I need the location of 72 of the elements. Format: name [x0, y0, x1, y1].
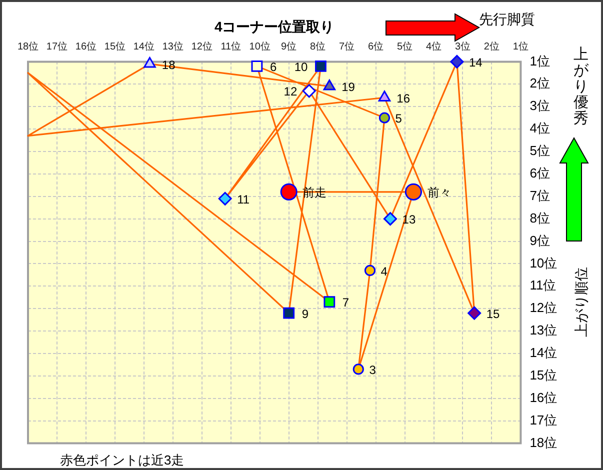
- x-tick-label: 15位: [104, 40, 126, 52]
- x-tick-label: 14位: [133, 40, 154, 52]
- text: 赤色ポイントは近3走: [60, 452, 184, 468]
- y-tick-label: 8位: [530, 210, 550, 226]
- point: [468, 306, 482, 320]
- y-tick-label: 2位: [530, 76, 550, 91]
- chart-title: 4コーナー位置取り: [214, 18, 334, 35]
- point: [364, 264, 376, 276]
- series-label: 9: [302, 306, 309, 321]
- text: 上がり優秀: [572, 46, 590, 127]
- y-tick-label: 16位: [530, 390, 558, 405]
- y-tick-label: 1位: [530, 53, 550, 68]
- x-tick-label: 7位: [339, 40, 355, 52]
- text: 先行脚質: [479, 11, 535, 27]
- y-tick-label: 11位: [530, 278, 556, 293]
- point: [302, 84, 316, 98]
- series-label: 10: [294, 60, 308, 74]
- point: [251, 60, 263, 72]
- y-tick-label: 12位: [530, 300, 558, 316]
- x-tick-label: 11位: [220, 40, 242, 52]
- point: [324, 296, 336, 308]
- point: [218, 192, 232, 206]
- x-tick-label: 16位: [75, 40, 97, 52]
- point: [323, 79, 336, 90]
- point: [384, 212, 398, 226]
- x-tick-label: 1位: [512, 40, 528, 52]
- series-label: 4: [380, 264, 388, 278]
- point: [450, 54, 464, 68]
- y-tick-label: 4位: [530, 120, 550, 136]
- series-label: 11: [237, 192, 250, 206]
- point: [315, 60, 326, 72]
- point: [352, 364, 364, 375]
- x-tick-label: 9位: [281, 40, 297, 52]
- x-tick-label: 3位: [454, 40, 471, 52]
- x-tick-label: 17位: [46, 40, 68, 52]
- x-tick-label: 12位: [191, 40, 212, 52]
- y-tick-label: 5位: [530, 143, 550, 158]
- point: [280, 183, 298, 200]
- series-label: 5: [395, 112, 402, 126]
- x-tick-label: 13位: [162, 40, 184, 52]
- x-tick-label: 8位: [310, 40, 326, 52]
- x-tick-label: 2位: [484, 40, 500, 52]
- y-tick-label: 3位: [530, 98, 550, 114]
- x-tick-label: 10位: [249, 40, 270, 52]
- series-label: 前々: [427, 186, 452, 200]
- y-tick-label: 7位: [530, 188, 550, 203]
- series-label: 14: [468, 56, 483, 70]
- series-label: 19: [342, 80, 356, 94]
- point: [378, 90, 391, 102]
- x-tick-label: 18位: [17, 40, 39, 52]
- y-tick-label: 18位: [530, 434, 558, 450]
- series-label: 6: [270, 60, 277, 74]
- y-tick-label: 10位: [530, 255, 558, 270]
- series-label: 3: [369, 363, 376, 378]
- y-tick-label: 6位: [530, 166, 550, 181]
- y-tick-label: 14位: [530, 345, 558, 360]
- y-tick-label: 9位: [530, 232, 550, 248]
- y-tick-label: 13位: [530, 322, 558, 338]
- series-label: 16: [396, 91, 410, 106]
- x-tick-label: 6位: [368, 40, 384, 52]
- x-tick-label: 5位: [396, 40, 413, 52]
- point: [283, 307, 295, 319]
- series-label: 15: [486, 306, 500, 321]
- y-tick-label: 17位: [530, 412, 558, 428]
- x-tick-label: 4位: [426, 40, 442, 52]
- y-tick-label: 15位: [530, 368, 558, 383]
- point: [404, 183, 422, 200]
- point: [378, 112, 390, 124]
- series-label: 7: [342, 296, 350, 310]
- series-label: 12: [284, 84, 298, 99]
- y-axis-title: 上がり順位: [573, 267, 589, 337]
- point: [144, 56, 156, 68]
